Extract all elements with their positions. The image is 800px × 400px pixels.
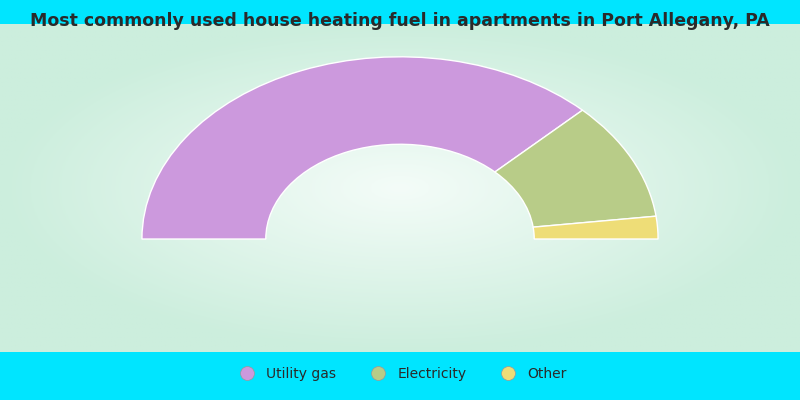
Wedge shape xyxy=(142,57,582,239)
Wedge shape xyxy=(495,110,656,227)
Legend: Utility gas, Electricity, Other: Utility gas, Electricity, Other xyxy=(227,362,573,386)
Text: Most commonly used house heating fuel in apartments in Port Allegany, PA: Most commonly used house heating fuel in… xyxy=(30,12,770,30)
Wedge shape xyxy=(533,216,658,239)
